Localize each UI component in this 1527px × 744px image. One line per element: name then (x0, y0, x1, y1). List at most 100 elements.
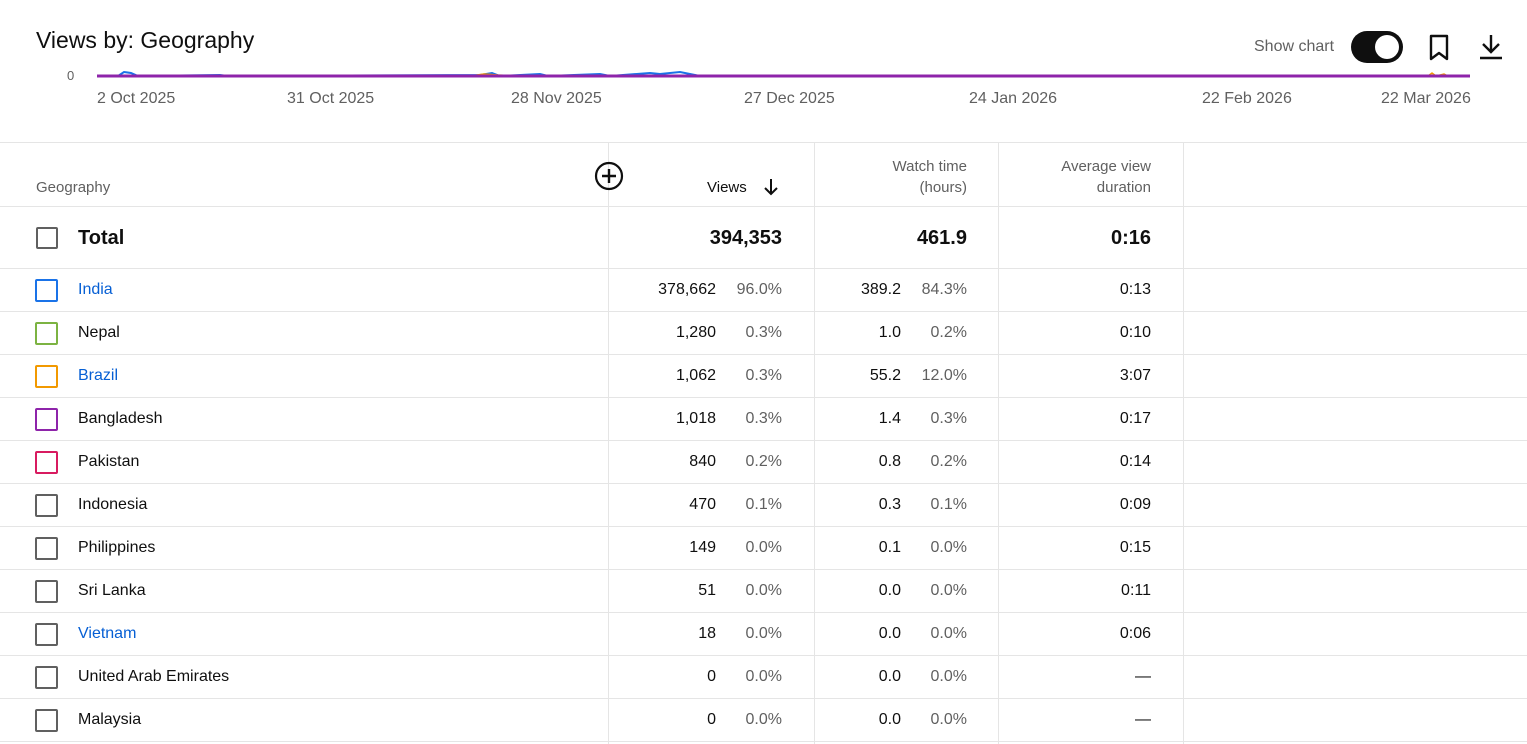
average-view-duration: 0:09 (1119, 496, 1151, 513)
show-chart-label: Show chart (1254, 38, 1335, 55)
row-divider (0, 440, 1527, 441)
watch-time-value: 0.1 (878, 539, 901, 556)
column-header-watch-time[interactable]: Watch time (hours) (893, 156, 967, 198)
total-label: Total (78, 227, 125, 249)
views-value: 51 (698, 582, 716, 599)
bookmark-icon[interactable] (1423, 31, 1455, 63)
column-header-geography[interactable]: Geography (36, 179, 111, 196)
table-top-divider (0, 142, 1527, 143)
average-view-duration: 0:15 (1119, 539, 1151, 556)
row-checkbox[interactable] (35, 494, 58, 517)
row-checkbox[interactable] (35, 322, 58, 345)
views-value: 378,662 (658, 281, 716, 298)
watch-time-value: 0.3 (878, 496, 901, 513)
row-checkbox[interactable] (35, 279, 58, 302)
views-value: 840 (689, 453, 716, 470)
row-divider (0, 741, 1527, 742)
views-percent: 0.3% (745, 324, 782, 341)
average-view-duration: 0:17 (1119, 410, 1151, 427)
views-percent: 0.3% (745, 367, 782, 384)
column-divider (608, 142, 609, 744)
total-watch-time: 461.9 (916, 227, 967, 249)
average-view-duration: 0:10 (1119, 324, 1151, 341)
country-name: United Arab Emirates (78, 668, 230, 685)
row-divider (0, 655, 1527, 656)
country-name: Sri Lanka (78, 582, 146, 599)
views-value: 470 (689, 496, 716, 513)
average-view-duration: 0:11 (1121, 582, 1151, 599)
column-header-views[interactable]: Views (707, 179, 747, 196)
views-value: 1,062 (675, 367, 716, 384)
row-checkbox[interactable] (35, 666, 58, 689)
views-value: 0 (707, 668, 716, 685)
average-view-duration: 0:06 (1119, 625, 1151, 642)
x-tick-label: 28 Nov 2025 (511, 90, 602, 107)
average-view-duration: — (1135, 668, 1151, 685)
watch-time-value: 0.0 (878, 711, 901, 728)
x-tick-label: 24 Jan 2026 (969, 90, 1058, 107)
row-checkbox[interactable] (35, 365, 58, 388)
add-circle-icon (594, 161, 624, 191)
views-value: 1,280 (675, 324, 716, 341)
add-column-button[interactable] (594, 161, 624, 191)
views-percent: 0.0% (745, 625, 782, 642)
views-value: 1,018 (675, 410, 716, 427)
country-name: Nepal (78, 324, 120, 341)
watch-time-header-line1: Watch time (892, 158, 967, 175)
views-percent: 0.2% (745, 453, 782, 470)
row-checkbox[interactable] (35, 451, 58, 474)
watch-time-percent: 0.2% (930, 324, 967, 341)
x-tick-label: 31 Oct 2025 (287, 90, 375, 107)
total-views: 394,353 (709, 227, 782, 249)
row-divider (0, 569, 1527, 570)
row-divider (0, 698, 1527, 699)
country-name: Pakistan (78, 453, 140, 470)
average-view-duration: 3:07 (1119, 367, 1151, 384)
country-name: Indonesia (78, 496, 148, 513)
watch-time-percent: 84.3% (921, 281, 967, 298)
watch-time-value: 0.8 (878, 453, 901, 470)
total-divider (0, 268, 1527, 269)
column-header-average-view-duration[interactable]: Average view duration (1061, 156, 1151, 198)
toggle-knob (1375, 35, 1399, 59)
watch-time-value: 389.2 (860, 281, 901, 298)
row-checkbox[interactable] (35, 537, 58, 560)
country-name[interactable]: Brazil (78, 367, 119, 384)
row-checkbox[interactable] (35, 623, 58, 646)
arrow-down-icon[interactable] (761, 177, 781, 197)
total-checkbox[interactable] (36, 227, 58, 249)
views-value: 18 (698, 625, 716, 642)
row-divider (0, 354, 1527, 355)
row-checkbox[interactable] (35, 709, 58, 732)
average-view-duration: — (1135, 711, 1151, 728)
watch-time-value: 0.0 (878, 668, 901, 685)
row-divider (0, 311, 1527, 312)
views-value: 0 (707, 711, 716, 728)
watch-time-percent: 0.0% (930, 711, 967, 728)
row-checkbox[interactable] (35, 580, 58, 603)
avg-header-line2: duration (1096, 179, 1151, 196)
watch-time-percent: 0.0% (930, 625, 967, 642)
views-value: 149 (689, 539, 716, 556)
column-divider (998, 142, 999, 744)
x-tick-label: 22 Mar 2026 (1381, 90, 1471, 107)
watch-time-value: 1.4 (878, 410, 901, 427)
average-view-duration: 0:14 (1119, 453, 1151, 470)
row-divider (0, 483, 1527, 484)
country-name[interactable]: India (78, 281, 113, 298)
watch-time-value: 0.0 (878, 625, 901, 642)
row-divider (0, 397, 1527, 398)
total-average-view-duration: 0:16 (1110, 227, 1151, 249)
show-chart-toggle[interactable] (1351, 31, 1403, 63)
views-percent: 0.0% (745, 539, 782, 556)
row-divider (0, 612, 1527, 613)
row-checkbox[interactable] (35, 408, 58, 431)
country-name[interactable]: Vietnam (78, 625, 137, 642)
avg-header-line1: Average view (1061, 158, 1151, 175)
page-title: Views by: Geography (36, 27, 255, 53)
country-name: Bangladesh (78, 410, 163, 427)
views-percent: 0.0% (745, 582, 782, 599)
views-percent: 0.0% (745, 668, 782, 685)
download-icon[interactable] (1475, 31, 1507, 63)
views-percent: 0.3% (745, 410, 782, 427)
